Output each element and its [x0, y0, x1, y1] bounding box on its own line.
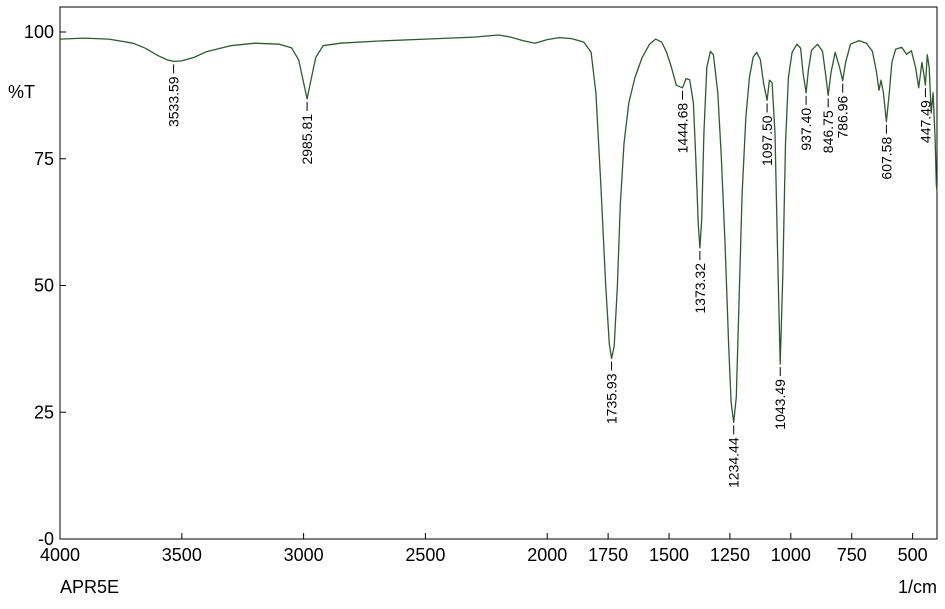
- sample-label: APR5E: [60, 577, 119, 597]
- peak-labels-layer: 3533.59 2985.81 1735.93 1444.68 1373.32 1234.…: [166, 64, 933, 488]
- y-tick-label: 25: [34, 402, 54, 422]
- y-axis-ticks: -0 25 50 75 100: [24, 22, 66, 549]
- peak-label: 786.96: [835, 95, 851, 138]
- peak-label: 3533.59: [166, 76, 182, 127]
- peak-label: 1444.68: [675, 103, 691, 154]
- x-tick-label: 1500: [649, 545, 689, 565]
- peak-label: 1234.44: [726, 437, 742, 488]
- x-axis-label: 1/cm: [898, 577, 937, 597]
- peak-label: 1373.32: [692, 263, 708, 314]
- x-tick-label: 4000: [40, 545, 80, 565]
- x-tick-label: 3000: [284, 545, 324, 565]
- plot-frame: [59, 6, 938, 540]
- peak-label: 937.40: [798, 108, 814, 151]
- x-tick-label: 3500: [162, 545, 202, 565]
- peak-label: 1097.50: [759, 115, 775, 166]
- x-tick-label: 2500: [405, 545, 445, 565]
- x-tick-label: 500: [898, 545, 928, 565]
- series-layer: [59, 34, 938, 424]
- x-axis-ticks: 4000 3500 3000 2500 2000 1750 1500 1250 1000 750 5…: [40, 533, 928, 565]
- x-tick-label: 1000: [771, 545, 811, 565]
- y-tick-label: 100: [24, 22, 54, 42]
- peak-label: 846.75: [820, 110, 836, 153]
- y-tick-label: -0: [38, 529, 54, 549]
- peak-label: 2985.81: [299, 114, 315, 165]
- peak-label: 447.49: [917, 100, 933, 143]
- x-tick-label: 2000: [527, 545, 567, 565]
- y-tick-label: 50: [34, 276, 54, 296]
- peak-label: 1735.93: [604, 373, 620, 424]
- peak-label: 607.58: [878, 137, 894, 180]
- y-tick-label: 75: [34, 149, 54, 169]
- y-axis-label: %T: [8, 82, 35, 102]
- x-tick-label: 1750: [588, 545, 628, 565]
- peak-label: 1043.49: [772, 379, 788, 430]
- x-tick-label: 750: [837, 545, 867, 565]
- spectrum-line: [59, 34, 938, 424]
- x-tick-label: 1250: [710, 545, 750, 565]
